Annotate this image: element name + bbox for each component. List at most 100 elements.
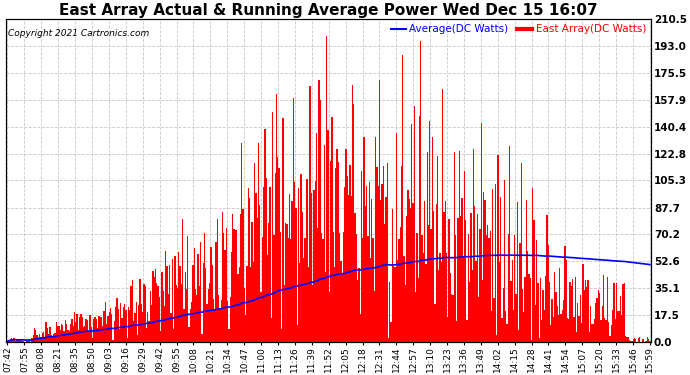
Bar xyxy=(8,340,10,342)
Bar xyxy=(481,123,482,342)
Bar xyxy=(339,232,340,342)
Bar xyxy=(437,156,438,342)
Bar xyxy=(554,272,555,342)
Bar xyxy=(240,213,241,342)
Bar xyxy=(279,232,281,342)
Bar xyxy=(432,137,433,342)
Bar xyxy=(536,240,538,342)
Bar xyxy=(322,239,324,342)
Bar xyxy=(347,176,348,342)
Bar xyxy=(275,172,276,342)
Bar xyxy=(46,322,47,342)
Bar xyxy=(635,339,636,342)
Bar xyxy=(266,178,267,342)
Bar xyxy=(90,327,92,342)
Bar xyxy=(31,338,32,342)
Bar xyxy=(426,152,428,342)
Bar xyxy=(331,117,333,342)
Bar xyxy=(645,341,647,342)
Bar xyxy=(177,288,178,342)
Bar xyxy=(513,310,514,342)
Bar xyxy=(602,306,603,342)
Bar xyxy=(253,262,254,342)
Bar xyxy=(444,201,446,342)
Bar xyxy=(346,149,347,342)
Bar xyxy=(609,336,611,342)
Bar xyxy=(227,301,228,342)
Bar xyxy=(502,288,504,342)
Bar xyxy=(84,326,86,342)
Bar xyxy=(203,263,204,342)
Bar xyxy=(567,318,568,342)
Bar xyxy=(141,304,142,342)
Bar xyxy=(114,321,115,342)
Bar xyxy=(364,137,365,342)
Bar xyxy=(215,242,217,342)
Bar xyxy=(402,55,404,342)
Bar xyxy=(259,205,260,342)
Bar xyxy=(288,238,289,342)
Bar xyxy=(237,274,239,342)
Bar xyxy=(330,161,331,342)
Bar xyxy=(482,280,483,342)
Bar xyxy=(344,187,346,342)
Bar xyxy=(83,327,84,342)
Bar xyxy=(267,255,268,342)
Bar xyxy=(541,320,542,342)
Bar xyxy=(524,277,526,342)
Bar xyxy=(509,146,510,342)
Bar xyxy=(469,282,471,342)
Bar xyxy=(594,319,595,342)
Bar xyxy=(490,231,491,342)
Bar xyxy=(315,180,316,342)
Bar xyxy=(538,283,539,342)
Bar xyxy=(293,98,294,342)
Bar xyxy=(464,171,465,342)
Bar xyxy=(633,339,634,342)
Bar xyxy=(600,320,602,342)
Bar xyxy=(375,138,376,342)
Bar xyxy=(406,216,407,342)
Bar xyxy=(571,286,572,342)
Bar xyxy=(388,338,389,342)
Bar xyxy=(506,324,508,342)
Bar xyxy=(147,312,148,342)
Bar xyxy=(115,307,117,342)
Bar xyxy=(308,267,309,342)
Bar xyxy=(300,174,302,342)
Bar xyxy=(423,253,424,342)
Bar xyxy=(465,220,466,342)
Bar xyxy=(112,340,114,342)
Bar xyxy=(617,311,618,342)
Bar xyxy=(433,211,434,342)
Bar xyxy=(355,213,356,342)
Bar xyxy=(450,273,451,342)
Bar xyxy=(473,150,474,342)
Bar xyxy=(420,41,422,342)
Bar xyxy=(262,237,263,342)
Bar xyxy=(120,303,121,342)
Bar xyxy=(110,308,111,342)
Bar xyxy=(181,284,182,342)
Bar xyxy=(337,162,339,342)
Bar xyxy=(291,201,293,342)
Bar xyxy=(527,251,529,342)
Bar xyxy=(349,165,351,342)
Bar xyxy=(582,264,584,342)
Bar xyxy=(56,322,57,342)
Bar xyxy=(132,280,133,342)
Bar xyxy=(590,306,591,342)
Bar xyxy=(43,332,44,342)
Bar xyxy=(642,339,643,342)
Bar xyxy=(453,152,455,342)
Bar xyxy=(44,337,46,342)
Bar xyxy=(491,310,492,342)
Bar xyxy=(10,340,11,342)
Bar xyxy=(246,266,248,342)
Bar xyxy=(459,151,460,342)
Bar xyxy=(81,317,83,342)
Bar xyxy=(648,339,649,342)
Bar xyxy=(414,106,415,342)
Bar xyxy=(649,341,651,342)
Bar xyxy=(417,279,419,342)
